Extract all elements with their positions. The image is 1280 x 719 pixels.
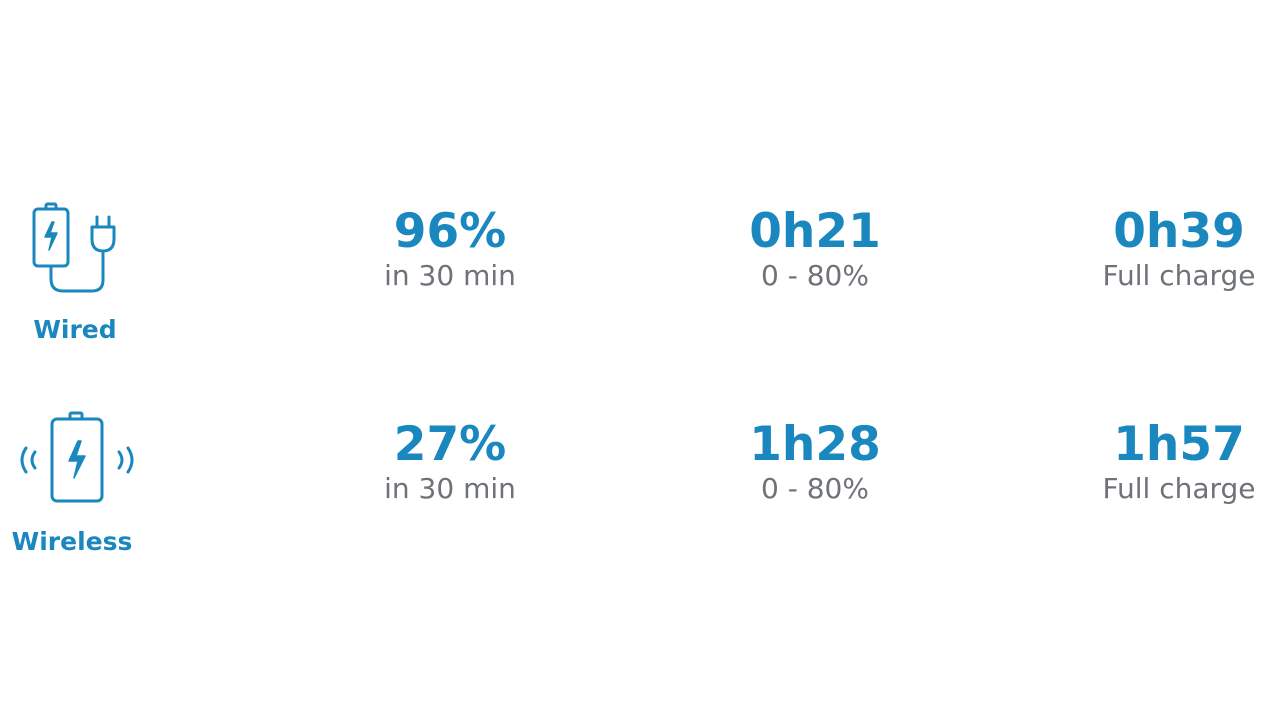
stat-caption: 0 - 80%	[761, 259, 869, 292]
stat-caption: 0 - 80%	[761, 472, 869, 505]
wireless-charging-block: Wireless	[10, 408, 150, 568]
battery-plug-icon	[32, 202, 116, 293]
charging-row-wireless: Wireless 27% in 30 min 1h28 0 - 80% 1h57…	[0, 408, 1280, 568]
stat-value: 27%	[393, 417, 507, 472]
wireless-stat-0-80: 1h28 0 - 80%	[685, 414, 945, 506]
stat-caption: in 30 min	[384, 472, 516, 505]
battery-wireless-icon	[20, 411, 134, 503]
stat-value: 1h28	[749, 417, 881, 472]
stat-value: 0h21	[749, 204, 881, 259]
wired-stat-full: 0h39 Full charge	[1049, 201, 1280, 293]
stat-caption: Full charge	[1102, 472, 1256, 505]
wired-stat-30min: 96% in 30 min	[320, 201, 580, 293]
wireless-stat-full: 1h57 Full charge	[1049, 414, 1280, 506]
stat-caption: Full charge	[1102, 259, 1256, 292]
wired-label: Wired	[33, 315, 117, 344]
charging-row-wired: Wired 96% in 30 min 0h21 0 - 80% 0h39 Fu…	[0, 195, 1280, 355]
wireless-stat-30min: 27% in 30 min	[320, 414, 580, 506]
stat-caption: in 30 min	[384, 259, 516, 292]
wired-charging-block: Wired	[10, 195, 150, 355]
stat-value: 96%	[393, 204, 507, 259]
wired-stat-0-80: 0h21 0 - 80%	[685, 201, 945, 293]
stat-value: 0h39	[1113, 204, 1245, 259]
stat-value: 1h57	[1113, 417, 1245, 472]
wireless-label: Wireless	[11, 527, 133, 556]
